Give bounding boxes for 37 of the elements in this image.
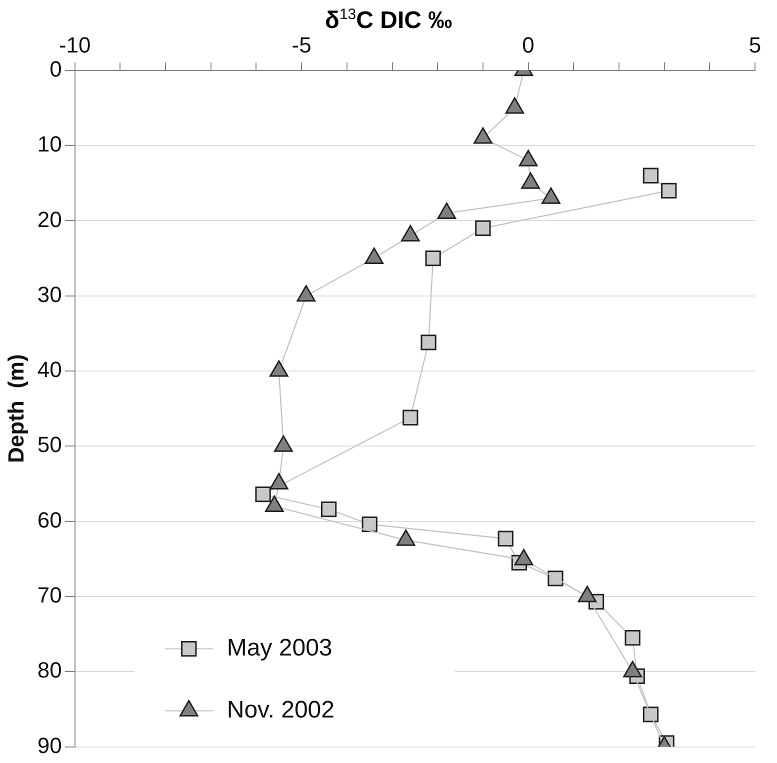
point <box>320 501 337 518</box>
point <box>642 706 659 722</box>
y-tick-label: 50 <box>37 432 62 458</box>
y-tick-label: 60 <box>37 507 62 532</box>
y-tick-label: 40 <box>37 357 62 382</box>
point <box>402 410 418 426</box>
point <box>548 570 564 586</box>
point <box>270 473 288 490</box>
point <box>624 630 640 646</box>
point <box>437 202 456 219</box>
legend-label: Nov. 2002 <box>226 696 334 724</box>
point <box>505 97 524 114</box>
y-tick-label: 0 <box>50 56 62 82</box>
x-tick-label: -5 <box>292 32 312 58</box>
point <box>521 172 540 189</box>
y-axis-title: Depth (m) <box>3 354 28 463</box>
point <box>474 127 492 144</box>
y-tick-label: 80 <box>37 658 62 683</box>
point <box>362 516 378 532</box>
y-tick-label: 10 <box>37 132 62 157</box>
y-tick-label: 70 <box>37 582 62 608</box>
y-tick-label: 20 <box>37 206 62 232</box>
x-tick-label: -10 <box>58 32 91 58</box>
point <box>270 360 288 377</box>
point <box>400 224 420 242</box>
x-tick-label: 5 <box>748 32 762 58</box>
y-tick-label: 30 <box>37 282 62 307</box>
point <box>542 187 560 204</box>
y-tick-label: 90 <box>37 732 62 758</box>
point <box>364 248 384 264</box>
point <box>518 150 538 166</box>
point <box>296 285 316 302</box>
legend-label: May 2003 <box>226 634 332 662</box>
point <box>255 486 271 502</box>
x-axis-title: δ$^{13}$C DIC ‰ <box>324 6 452 34</box>
x-tick-label: 0 <box>522 32 534 58</box>
point <box>498 530 514 546</box>
